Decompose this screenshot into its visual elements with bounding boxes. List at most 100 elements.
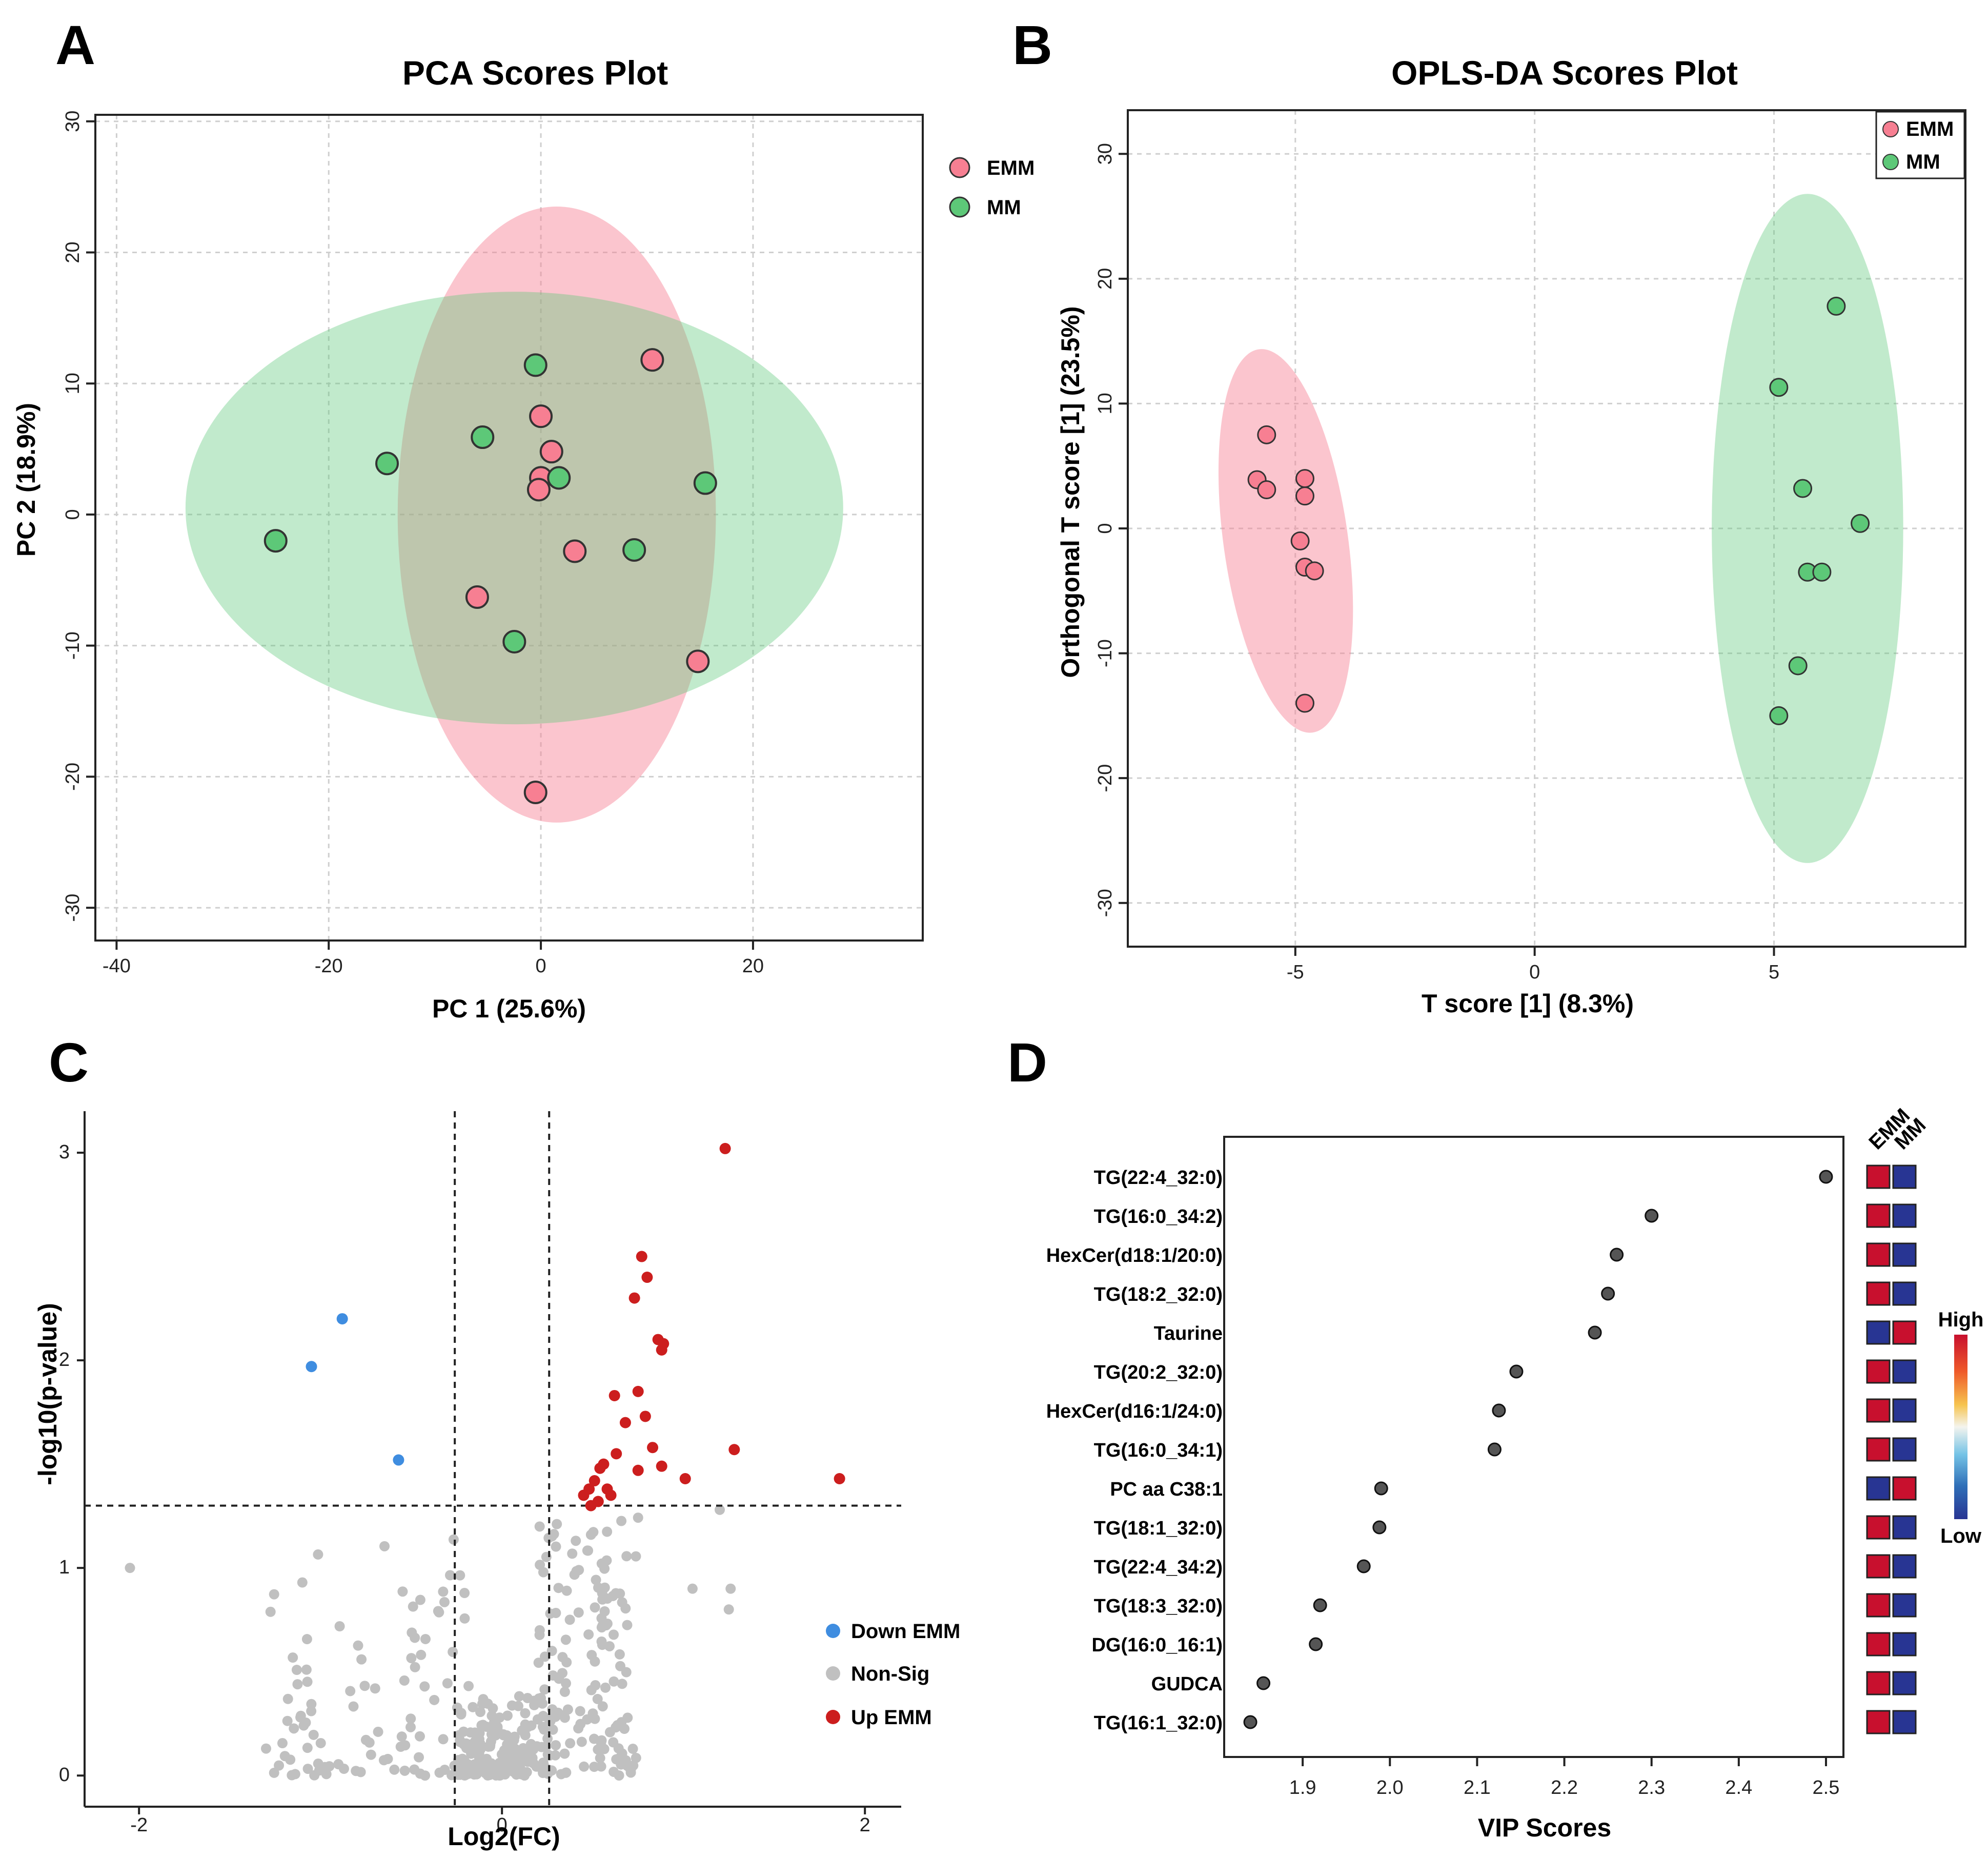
vip-heatmap-cell xyxy=(1892,1671,1917,1695)
volcano-nonsig-point xyxy=(575,1706,585,1716)
vip-colorbar-low-label: Low xyxy=(1940,1525,1982,1547)
vip-colorbar xyxy=(1954,1335,1967,1519)
volcano-nonsig-point xyxy=(429,1694,440,1705)
vip-x-tick-label: 2.4 xyxy=(1725,1777,1752,1798)
panel-a-pca: A PCA Scores Plot -40 -20 0 20 -30 -20 -10 0 10… xyxy=(12,14,1034,1023)
volcano-y-axis-title: -log10(p-value) xyxy=(33,1303,62,1485)
volcano-nonsig-point xyxy=(420,1633,431,1644)
volcano-nonsig-point xyxy=(405,1722,416,1732)
volcano-point-up xyxy=(658,1338,670,1350)
volcano-nonsig-point xyxy=(389,1764,400,1775)
volcano-point-up xyxy=(589,1475,600,1487)
volcano-nonsig-point xyxy=(529,1695,539,1706)
volcano-nonsig-point xyxy=(627,1744,638,1754)
pca-point-mm xyxy=(471,425,495,449)
oplsda-ellipses xyxy=(1218,194,1903,863)
panel-b-oplsda: B OPLS-DA Scores Plot -5 0 5 -30 -20 -10 0 10 2… xyxy=(1012,14,1966,1018)
pca-point-emm xyxy=(640,348,664,372)
volcano-nonsig-point xyxy=(616,1516,627,1526)
volcano-nonsig-point xyxy=(534,1521,545,1532)
oplsda-legend-mm-label: MM xyxy=(1906,151,1940,173)
vip-heatmap-cell xyxy=(1892,1164,1917,1189)
volcano-y-tick-label: 1 xyxy=(59,1557,70,1578)
pca-y-axis-title: PC 2 (18.9%) xyxy=(12,403,40,557)
pca-point-mm xyxy=(547,466,571,490)
volcano-nonsig-point xyxy=(538,1768,549,1779)
volcano-x-ticks: -2 0 2 xyxy=(130,1807,870,1836)
vip-heatmap-cell xyxy=(1892,1398,1917,1423)
volcano-nonsig-point xyxy=(479,1764,490,1774)
vip-plot-frame xyxy=(1223,1136,1844,1758)
pca-x-tick-label: -40 xyxy=(103,955,131,977)
volcano-nonsig-point xyxy=(510,1744,520,1754)
volcano-nonsig-point xyxy=(486,1729,497,1740)
oplsda-ellipse-emm xyxy=(1218,349,1353,733)
volcano-nonsig-point xyxy=(408,1601,418,1612)
pca-title: PCA Scores Plot xyxy=(402,54,668,92)
volcano-point-up xyxy=(608,1389,620,1401)
volcano-nonsig-point xyxy=(562,1704,573,1715)
volcano-nonsig-point xyxy=(468,1702,478,1712)
vip-heatmap-cell xyxy=(1892,1320,1917,1345)
vip-heatmap-cell xyxy=(1866,1632,1891,1657)
vip-point xyxy=(1610,1248,1624,1262)
pca-y-ticks: -30 -20 -10 0 10 20 30 xyxy=(62,111,95,922)
volcano-nonsig-point xyxy=(415,1595,425,1605)
volcano-nonsig-point xyxy=(604,1727,615,1738)
pca-x-tick-label: -20 xyxy=(315,955,343,977)
vip-heatmap-cell xyxy=(1866,1242,1891,1267)
pca-legend: EMM MM xyxy=(949,157,1034,219)
volcano-nonsig-point xyxy=(561,1585,572,1596)
vip-feature-label: TG(20:2_32:0) xyxy=(1094,1362,1223,1383)
volcano-nonsig-point xyxy=(534,1625,545,1636)
vip-heatmap-cell xyxy=(1892,1593,1917,1618)
volcano-point-up xyxy=(639,1411,651,1422)
vip-point xyxy=(1492,1403,1506,1418)
volcano-nonsig-point xyxy=(356,1654,367,1665)
oplsda-legend-emm-marker xyxy=(1882,121,1899,137)
pca-legend-emm-marker xyxy=(949,157,970,178)
volcano-nonsig-point xyxy=(414,1752,424,1763)
volcano-nonsig-point xyxy=(289,1723,299,1734)
volcano-nonsig-point xyxy=(571,1536,581,1546)
volcano-nonsig-point xyxy=(596,1737,606,1748)
volcano-nonsig-point xyxy=(502,1710,513,1721)
vip-x-tick-label: 2.0 xyxy=(1376,1777,1404,1798)
vip-point xyxy=(1487,1442,1502,1457)
volcano-nonsig-point xyxy=(514,1691,524,1702)
volcano-point-up xyxy=(647,1442,659,1454)
volcano-nonsig-point xyxy=(611,1754,622,1765)
vip-point xyxy=(1374,1481,1388,1496)
volcano-point-down xyxy=(393,1454,404,1466)
oplsda-legend: EMM MM xyxy=(1875,111,1965,179)
oplsda-point-mm xyxy=(1788,656,1808,676)
volcano-nonsig-point xyxy=(400,1740,411,1751)
volcano-nonsig-point xyxy=(277,1738,288,1749)
volcano-nonsig-point xyxy=(538,1567,549,1578)
volcano-nonsig-point xyxy=(302,1677,313,1687)
volcano-nonsig-point xyxy=(515,1763,525,1774)
volcano-x-tick-label: 2 xyxy=(860,1814,870,1836)
pca-point-mm xyxy=(502,629,526,653)
volcano-point-up xyxy=(611,1448,622,1460)
volcano-nonsig-point xyxy=(438,1586,449,1597)
volcano-nonsig-point xyxy=(407,1627,417,1638)
volcano-nonsig-point xyxy=(456,1709,466,1720)
volcano-nonsig-point xyxy=(494,1770,505,1781)
volcano-x-axis-title: Log2(FC) xyxy=(448,1822,560,1851)
oplsda-point-emm xyxy=(1257,480,1276,499)
volcano-nonsig-point xyxy=(459,1613,470,1624)
volcano-nonsig-point xyxy=(547,1712,558,1723)
volcano-nonsig-point xyxy=(483,1741,494,1752)
pca-legend-mm-label: MM xyxy=(987,196,1021,219)
panel-label-a: A xyxy=(55,14,95,76)
volcano-nonsig-point xyxy=(582,1545,593,1556)
volcano-nonsig-point xyxy=(621,1551,632,1562)
pca-point-mm xyxy=(523,353,547,377)
volcano-nonsig-point xyxy=(622,1712,633,1723)
volcano-nonsig-point xyxy=(715,1504,725,1515)
vip-point xyxy=(1243,1715,1257,1729)
volcano-nonsig-point xyxy=(274,1760,285,1771)
volcano-nonsig-point xyxy=(687,1583,698,1594)
volcano-nonsig-point xyxy=(419,1681,430,1692)
